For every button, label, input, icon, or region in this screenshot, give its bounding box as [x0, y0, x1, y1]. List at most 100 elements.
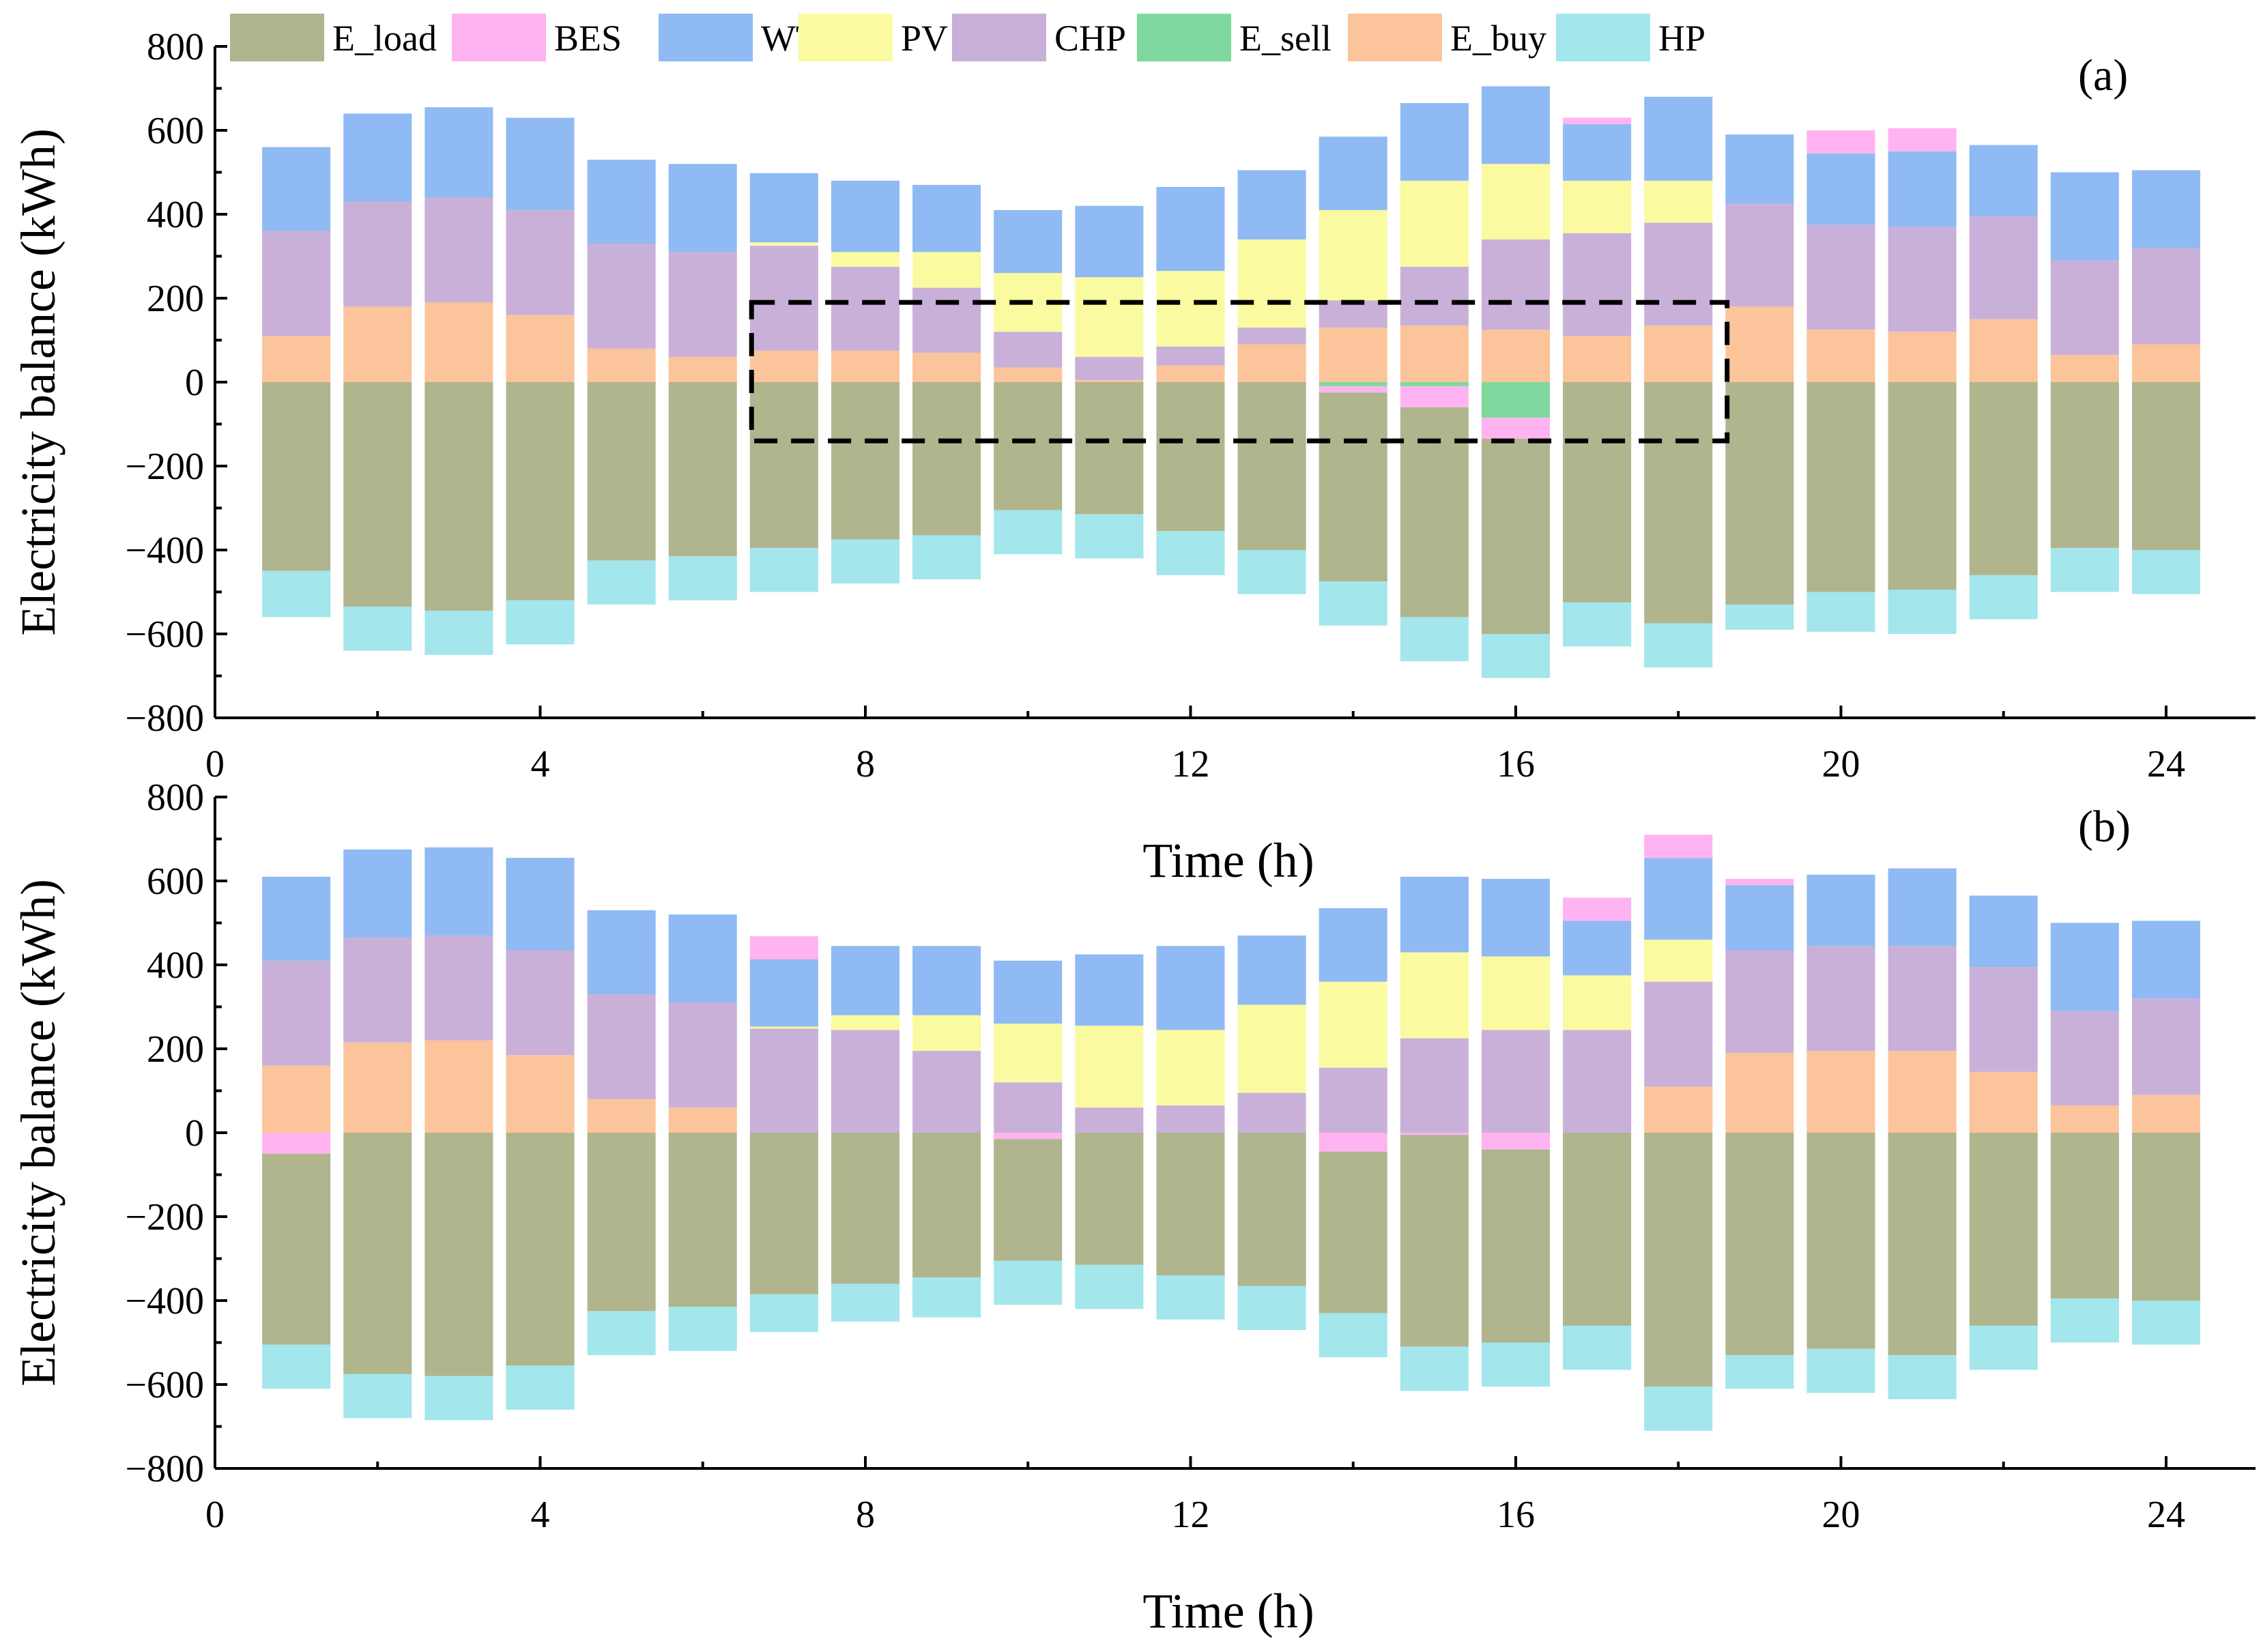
bar-wt: [262, 147, 331, 231]
bar-e-load: [1644, 1133, 1713, 1387]
legend-label: E_buy: [1450, 18, 1546, 59]
bar-hp: [262, 1344, 331, 1389]
bar-hp: [1075, 1264, 1144, 1309]
bar-chp: [1563, 233, 1632, 336]
legend-item-wt: WT: [659, 14, 818, 61]
bar-e-load: [1075, 382, 1144, 515]
panel-label-a: (a): [2078, 50, 2128, 100]
bar-wt: [994, 209, 1063, 274]
bar-hp: [994, 510, 1063, 555]
bar-wt: [1563, 124, 1632, 181]
bar-pv: [1563, 975, 1632, 1030]
legend-item-chp: CHP: [952, 14, 1126, 61]
bar-chp: [1725, 203, 1794, 307]
bar-bes-discharge: [1481, 418, 1551, 439]
bar-e-load: [668, 382, 737, 557]
bar-bes-charge: [749, 936, 818, 960]
legend-item-bes: BES: [452, 14, 622, 61]
bar-pv: [1237, 1004, 1306, 1093]
bar-hp: [1888, 1354, 1957, 1400]
bar-e-buy: [343, 1042, 412, 1133]
bar-e-buy: [2131, 344, 2200, 382]
bar-e-load: [1156, 1133, 1225, 1276]
bar-wt: [1563, 921, 1632, 976]
bar-bes-charge: [1888, 128, 1957, 151]
y-tick-label: 400: [147, 194, 204, 236]
y-tick-label: −400: [125, 1280, 204, 1322]
bar-pv: [831, 1015, 900, 1030]
y-tick-label: −200: [125, 1196, 204, 1238]
bar-wt: [1237, 935, 1306, 1005]
legend-label: E_sell: [1239, 18, 1331, 59]
bar-hp: [1156, 1275, 1225, 1320]
bar-e-buy: [1969, 319, 2038, 382]
legend-swatch: [1137, 14, 1231, 61]
y-tick-label: 0: [185, 1112, 204, 1155]
bar-e-load: [749, 1133, 818, 1294]
x-tick-label: 16: [1497, 743, 1535, 785]
y-tick-label: 200: [147, 278, 204, 320]
bar-hp: [1400, 1346, 1469, 1391]
x-tick-label: 0: [205, 1494, 225, 1536]
x-tick-label: 4: [530, 743, 549, 785]
bar-e-load: [1806, 382, 1875, 592]
bar-e-load: [1319, 1151, 1387, 1314]
x-tick-label: 20: [1821, 743, 1860, 785]
bar-e-load: [506, 382, 575, 600]
bar-e-buy: [1563, 336, 1632, 382]
bar-e-load: [587, 1133, 656, 1312]
bar-e-load: [1725, 1133, 1794, 1355]
bar-chp: [1888, 946, 1957, 1052]
bar-wt: [2131, 921, 2200, 999]
bar-pv: [1400, 180, 1469, 267]
bar-wt: [2050, 923, 2119, 1011]
bar-e-load: [2050, 1133, 2119, 1299]
bar-e-load: [912, 1133, 981, 1278]
axes-b: −800 −600 −400 −200 0 200 400 600 800 0 4 8 12 16 20 24: [125, 777, 2256, 1536]
bar-chp: [749, 246, 818, 351]
bar-e-buy: [424, 1040, 493, 1133]
bar-pv: [749, 242, 818, 246]
bar-e-buy: [1400, 325, 1469, 382]
bar-bes-charge: [1644, 835, 1713, 858]
bar-e-buy: [668, 1107, 737, 1133]
bar-wt: [1156, 187, 1225, 272]
bar-wt: [1156, 946, 1225, 1030]
bar-hp: [424, 611, 493, 655]
axes-a: −800 −600 −400 −200 0 200 400 600 800 0 4 8 12 16 20 24: [125, 26, 2256, 785]
bar-wt: [1644, 96, 1713, 181]
bar-hp: [1481, 1342, 1551, 1387]
bar-wt: [831, 946, 900, 1015]
bar-chp: [1806, 224, 1875, 330]
bar-hp: [912, 535, 981, 580]
bar-e-buy: [262, 1065, 331, 1133]
bar-e-buy: [1237, 344, 1306, 382]
bar-wt: [343, 849, 412, 938]
legend-swatch: [798, 14, 893, 61]
y-tick-label: 600: [147, 860, 204, 903]
bar-chp: [1806, 946, 1875, 1052]
x-tick-label: 8: [856, 743, 875, 785]
bar-wt: [1319, 908, 1387, 982]
bar-pv: [912, 252, 981, 288]
legend-item-e-sell: E_sell: [1137, 14, 1331, 61]
bar-wt: [1481, 86, 1551, 164]
bar-e-load: [668, 1133, 737, 1307]
bar-chp: [1969, 967, 2038, 1072]
x-tick-label: 12: [1171, 1494, 1209, 1536]
bar-e-load: [831, 1133, 900, 1284]
bar-chp: [424, 197, 493, 303]
bar-hp: [2131, 1301, 2200, 1345]
bar-e-load: [994, 1139, 1063, 1261]
x-tick-label: 0: [205, 743, 225, 785]
bar-wt: [1806, 153, 1875, 225]
bar-wt: [587, 160, 656, 244]
bar-e-buy: [1644, 325, 1713, 382]
bar-hp: [587, 560, 656, 605]
bar-chp: [587, 994, 656, 1099]
bar-e-load: [1237, 1133, 1306, 1286]
legend-swatch: [230, 14, 324, 61]
bar-wt: [1400, 876, 1469, 953]
y-axis-title-a: Electricity balance (kWh): [11, 128, 66, 636]
bar-hp: [1644, 1387, 1713, 1431]
